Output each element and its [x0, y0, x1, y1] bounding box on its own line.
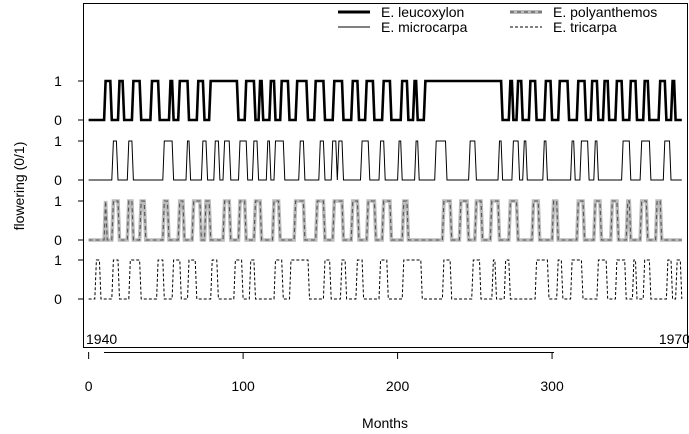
x-tick-layer: 0 100 200 300	[85, 352, 564, 394]
series-line-e-microcarpa	[88, 140, 682, 181]
x-tick-label: 100	[231, 378, 255, 394]
x-tick-label: 300	[540, 378, 564, 394]
series-line-e-polyanthemos-overlay	[88, 200, 682, 241]
legend-label-tricarpa: E. tricarpa	[553, 19, 617, 35]
legend-label-microcarpa: E. microcarpa	[381, 19, 468, 35]
legend: E. leucoxylon E. microcarpa E. polyanthe…	[338, 4, 657, 35]
series-line-e-leucoxylon	[88, 79, 682, 122]
y-tick-label: 1	[54, 133, 62, 149]
y-tick-label: 1	[54, 193, 62, 209]
annotation-start-year: 1940	[86, 331, 117, 347]
series-e-polyanthemos	[88, 199, 682, 242]
series-layer	[88, 79, 683, 300]
plot-frame	[83, 3, 688, 348]
series-line-e-polyanthemos	[88, 199, 682, 242]
y-tick-label: 0	[54, 232, 62, 248]
series-line-e-tricarpa	[88, 259, 683, 300]
y-tick-label: 1	[54, 252, 62, 268]
x-axis-title: Months	[362, 415, 408, 431]
y-axis-title: flowering (0/1)	[11, 142, 27, 231]
y-tick-label: 0	[54, 172, 62, 188]
y-tick-layer: 1 0 1 0 1 0 1 0	[54, 73, 84, 307]
series-e-microcarpa	[88, 140, 682, 181]
x-tick-label: 200	[386, 378, 410, 394]
x-tick-label: 0	[85, 378, 93, 394]
series-e-tricarpa	[88, 259, 683, 300]
legend-label-polyanthemos: E. polyanthemos	[553, 4, 657, 20]
y-tick-label: 0	[54, 112, 62, 128]
y-tick-label: 1	[54, 73, 62, 89]
legend-label-leucoxylon: E. leucoxylon	[381, 4, 464, 20]
annotation-end-year: 1970	[659, 331, 689, 347]
series-e-leucoxylon	[88, 79, 682, 122]
y-tick-label: 0	[54, 291, 62, 307]
